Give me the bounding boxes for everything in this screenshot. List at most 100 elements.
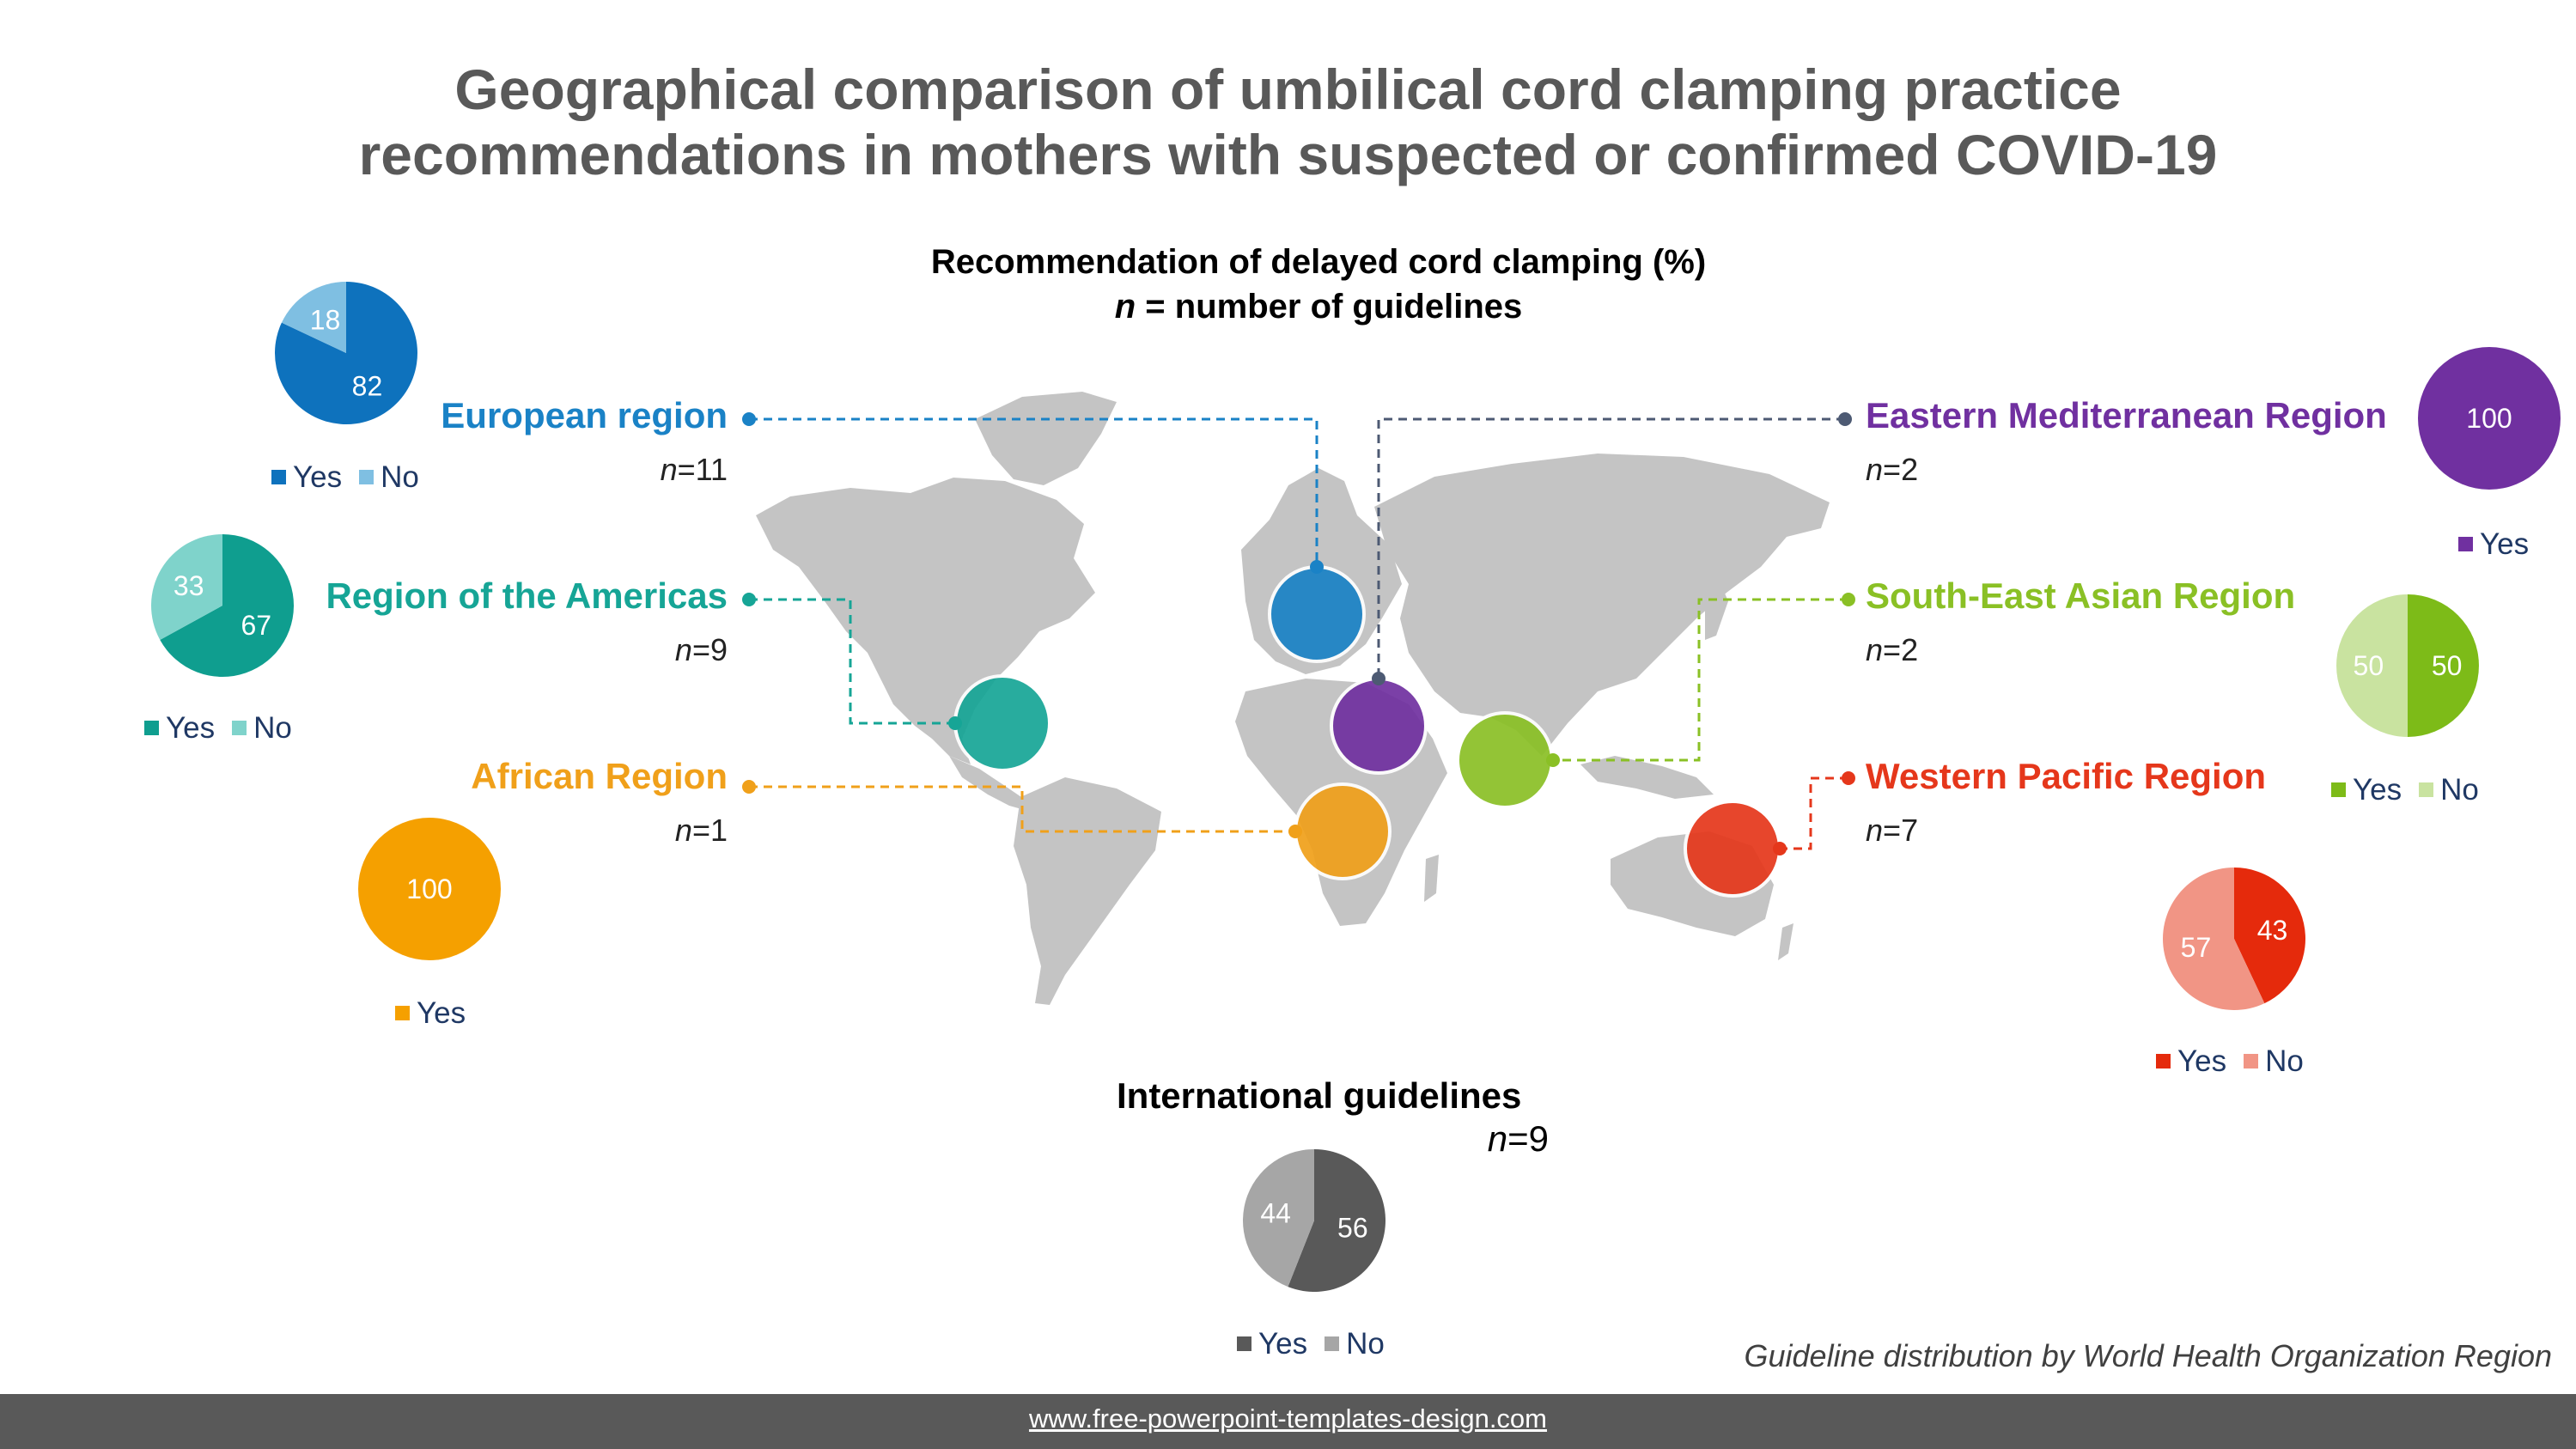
legend-swatch-yes	[2156, 1054, 2171, 1068]
label-european-region: European region	[441, 395, 728, 435]
pie-slice-yes	[160, 534, 294, 677]
connector-lines	[749, 417, 1848, 850]
region-markers	[953, 565, 1781, 898]
pie-slice-no	[281, 282, 346, 353]
pie-slice-yes	[2408, 594, 2479, 737]
legend-no: No	[2419, 773, 2479, 807]
legend-label-yes: Yes	[293, 460, 343, 494]
legend-swatch-yes	[395, 1006, 410, 1020]
pie-slice-yes	[2234, 868, 2305, 1004]
dot-americas-label	[742, 593, 756, 606]
anchor-europe	[1310, 560, 1324, 574]
dot-se-asia-label	[1842, 593, 1855, 606]
n-definition: = number of guidelines	[1136, 288, 1523, 326]
legend-yes: Yes	[144, 711, 215, 745]
map-japan	[1705, 577, 1728, 640]
pie-label-no: 44	[1260, 1197, 1291, 1228]
legend-label-yes: Yes	[417, 996, 466, 1030]
marker-europe	[1268, 565, 1366, 663]
legend-label-no: No	[2440, 773, 2479, 807]
map-central-america	[949, 756, 1039, 812]
legend-label-no: No	[1346, 1327, 1385, 1361]
n-symbol: n	[1114, 288, 1136, 326]
pie-slice-no	[2163, 868, 2265, 1010]
legend-eastern-mediterranean-region: Yes	[2458, 527, 2546, 562]
pie-slice-yes	[358, 818, 501, 960]
label-international-guidelines: International guidelines	[1117, 1075, 1522, 1116]
n-european-region: n=11	[660, 452, 728, 487]
label-eastern-mediterranean-region: Eastern Mediterranean Region	[1866, 395, 2387, 435]
dot-eastern-med-label	[1838, 412, 1852, 426]
marker-se-asia	[1456, 711, 1554, 809]
dot-africa-label	[742, 780, 756, 794]
pie-western-pacific-region: 43 57	[2163, 868, 2305, 1010]
pie-label-no: 18	[310, 304, 341, 335]
pie-slice-no	[2336, 594, 2408, 737]
chart-subtitle-line2: n = number of guidelines	[0, 284, 2576, 329]
legend-swatch-no	[232, 721, 247, 735]
dot-western-pacific-label	[1842, 771, 1855, 785]
chart-subtitle-line1: Recommendation of delayed cord clamping …	[930, 243, 1707, 281]
marker-anchor-dots	[948, 560, 1787, 855]
legend-swatch-no	[2244, 1054, 2259, 1068]
legend-european-region: Yes No	[271, 460, 436, 495]
pie-label-yes: 56	[1337, 1213, 1368, 1244]
pie-label-yes: 82	[352, 371, 383, 402]
legend-label-yes: Yes	[1258, 1327, 1308, 1361]
pie-label-yes: 67	[241, 610, 271, 641]
legend-western-pacific-region: Yes No	[2156, 1044, 2321, 1079]
page-title-line2: recommendations in mothers with suspecte…	[358, 123, 2218, 186]
legend-label-no: No	[253, 711, 292, 745]
pie-european-region: 82 18	[275, 282, 417, 424]
footer-bar	[0, 1394, 2576, 1449]
legend-label-yes: Yes	[166, 711, 216, 745]
page-title-line1: Geographical comparison of umbilical cor…	[454, 58, 2122, 121]
n-region-americas: n=9	[674, 632, 728, 667]
n-western-pacific-region: n=7	[1866, 813, 1919, 848]
pie-label-yes: 43	[2257, 915, 2288, 946]
legend-swatch-yes	[144, 721, 159, 735]
marker-eastern-med	[1330, 677, 1428, 775]
map-asia	[1374, 454, 1830, 756]
map-north-america	[756, 478, 1095, 764]
legend-yes: Yes	[2331, 773, 2402, 807]
anchor-se-asia	[1546, 753, 1560, 767]
pie-label-no: 50	[2354, 650, 2384, 681]
legend-yes: Yes	[2458, 527, 2529, 561]
legend-no: No	[232, 711, 292, 745]
legend-international-guidelines: Yes No	[1237, 1327, 1402, 1361]
n-african-region: n=1	[674, 813, 728, 848]
legend-yes: Yes	[271, 460, 342, 494]
dot-europe-label	[742, 412, 756, 426]
footer-website-link[interactable]: www.free-powerpoint-templates-design.com	[1028, 1403, 1548, 1434]
legend-no: No	[1325, 1327, 1385, 1361]
caption-guideline-distribution: Guideline distribution by World Health O…	[1744, 1338, 2553, 1373]
world-map	[756, 392, 1830, 1005]
legend-south-east-asian-region: Yes No	[2331, 773, 2496, 807]
legend-yes: Yes	[2156, 1044, 2226, 1078]
marker-western-pacific	[1684, 800, 1781, 898]
legend-swatch-no	[2419, 782, 2434, 797]
anchor-africa	[1288, 825, 1302, 838]
legend-swatch-yes	[271, 470, 286, 484]
legend-no: No	[2244, 1044, 2304, 1078]
connector-americas	[749, 598, 955, 725]
map-se-asia-islands	[1580, 756, 1714, 799]
connector-western-pacific	[1780, 776, 1848, 850]
anchor-western-pacific	[1773, 842, 1787, 855]
legend-no: No	[359, 460, 419, 494]
label-south-east-asian-region: South-East Asian Region	[1866, 575, 2296, 616]
pie-slice-yes	[1288, 1149, 1385, 1292]
pie-label-yes: 100	[2466, 403, 2512, 434]
marker-africa	[1294, 782, 1392, 880]
n-eastern-mediterranean-region: n=2	[1866, 452, 1919, 487]
legend-swatch-yes	[2331, 782, 2346, 797]
pie-slice-no	[1243, 1149, 1314, 1288]
map-greenland	[975, 392, 1117, 485]
legend-label-yes: Yes	[2480, 527, 2530, 561]
legend-swatch-no	[359, 470, 375, 484]
pie-slice-no	[151, 534, 222, 640]
map-madagascar	[1424, 855, 1439, 902]
pie-label-no: 57	[2181, 932, 2212, 963]
pie-label-yes: 50	[2432, 650, 2463, 681]
